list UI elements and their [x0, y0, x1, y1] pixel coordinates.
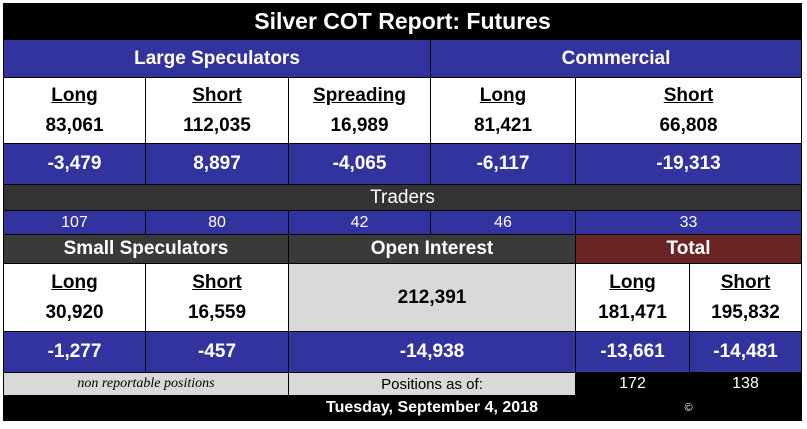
commercial-long-change: -6,117 [430, 143, 576, 185]
large-spec-spreading-value: 16,989 [330, 114, 389, 136]
large-spec-long-change: -3,479 [3, 143, 146, 185]
small-speculators-header: Small Speculators [3, 234, 289, 264]
large-speculators-header: Large Speculators [3, 39, 431, 78]
large-spec-short-change: 8,897 [145, 143, 289, 185]
cot-report-table: Silver COT Report: Futures Large Specula… [2, 3, 803, 421]
large-spec-short-cell: Short 112,035 [145, 77, 289, 144]
total-header: Total [574, 234, 803, 264]
total-short-change: -14,481 [688, 331, 803, 373]
commercial-short-value: 66,808 [659, 114, 718, 136]
traders-label: Traders [2, 184, 803, 211]
non-reportable-note: non reportable positions [3, 372, 289, 396]
commercial-long-value: 81,421 [473, 114, 533, 136]
total-short-label: Short [720, 271, 771, 293]
traders-commercial-short: 33 [574, 210, 803, 235]
small-spec-long-value: 30,920 [45, 301, 104, 323]
traders-large-spec-spreading: 42 [288, 210, 431, 235]
small-spec-long-label: Long [51, 271, 98, 293]
total-long-change: -13,661 [575, 331, 690, 373]
large-spec-short-label: Short [192, 84, 242, 106]
large-spec-long-label: Long [51, 84, 98, 106]
traders-total-long: 172 [575, 372, 690, 396]
open-interest-change: -14,938 [288, 331, 576, 373]
open-interest-header: Open Interest [288, 234, 576, 264]
large-spec-spreading-label: Spreading [313, 84, 406, 106]
traders-commercial-long: 46 [430, 210, 576, 235]
large-spec-long-value: 83,061 [45, 114, 104, 136]
commercial-short-label: Short [663, 84, 714, 106]
total-long-cell: Long 181,471 [575, 263, 690, 332]
small-spec-short-change: -457 [145, 331, 289, 373]
traders-large-spec-long: 107 [3, 210, 146, 235]
report-title: Silver COT Report: Futures [2, 3, 803, 40]
commercial-short-change: -19,313 [574, 143, 803, 185]
commercial-short-cell: Short 66,808 [574, 77, 803, 144]
positions-as-of-label: Positions as of: [288, 372, 576, 396]
cot-report-table-wrapper: Silver COT Report: Futures Large Specula… [2, 3, 803, 421]
commercial-header: Commercial [429, 39, 803, 78]
total-short-value: 195,832 [711, 301, 780, 323]
small-spec-long-change: -1,277 [3, 331, 146, 373]
total-long-value: 181,471 [598, 301, 667, 323]
large-spec-spreading-change: -4,065 [288, 143, 431, 185]
small-spec-short-label: Short [192, 271, 242, 293]
total-long-label: Long [609, 271, 656, 293]
copyright-mark: © [574, 395, 803, 421]
date-row-left-spacer [3, 395, 289, 421]
large-spec-spreading-cell: Spreading 16,989 [288, 77, 431, 144]
small-spec-long-cell: Long 30,920 [3, 263, 146, 332]
open-interest-value: 212,391 [288, 263, 576, 332]
traders-large-spec-short: 80 [145, 210, 289, 235]
commercial-long-cell: Long 81,421 [430, 77, 576, 144]
report-date: Tuesday, September 4, 2018 [288, 395, 576, 421]
large-spec-short-value: 112,035 [183, 114, 251, 136]
total-short-cell: Short 195,832 [688, 263, 803, 332]
large-spec-long-cell: Long 83,061 [3, 77, 146, 144]
commercial-long-label: Long [479, 84, 527, 106]
small-spec-short-value: 16,559 [187, 301, 247, 323]
traders-total-short: 138 [688, 372, 803, 396]
small-spec-short-cell: Short 16,559 [145, 263, 289, 332]
